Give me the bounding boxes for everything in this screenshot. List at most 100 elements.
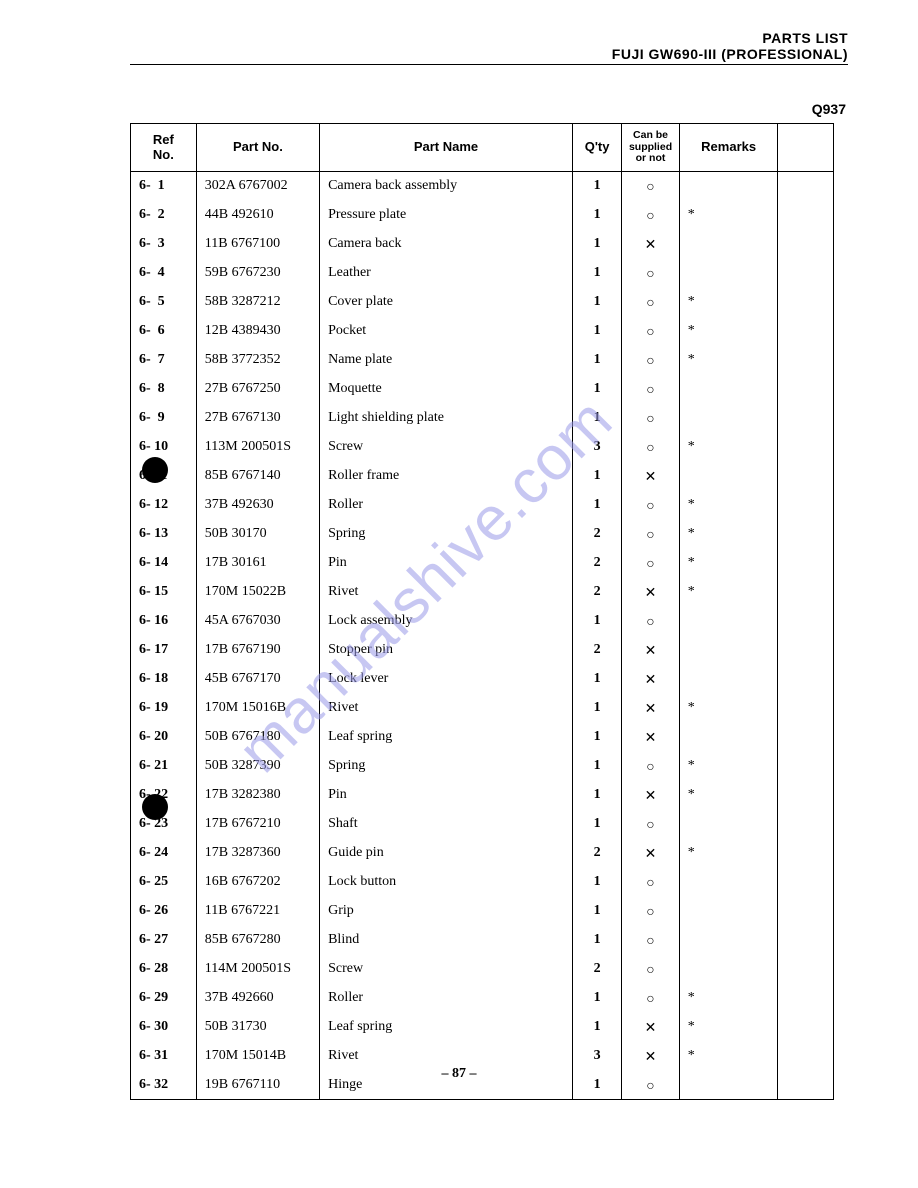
cell-ref: 6- 5 xyxy=(131,288,197,317)
cell-extra xyxy=(778,288,834,317)
table-row: 6- 1845B 6767170Lock lever1✕ xyxy=(131,665,834,694)
cell-partno: 50B 30170 xyxy=(196,520,319,549)
cell-name: Leaf spring xyxy=(320,723,573,752)
cell-qty: 2 xyxy=(572,955,621,984)
cell-partno: 170M 15022B xyxy=(196,578,319,607)
cell-supply: ○ xyxy=(622,433,680,462)
cell-supply: ○ xyxy=(622,926,680,955)
cell-extra xyxy=(778,984,834,1013)
cell-remarks: * xyxy=(679,520,778,549)
table-row: 6- 1302A 6767002Camera back assembly1○ xyxy=(131,172,834,201)
cell-remarks xyxy=(679,607,778,636)
cell-qty: 1 xyxy=(572,317,621,346)
cell-ref: 6- 3 xyxy=(131,230,197,259)
cell-supply: ○ xyxy=(622,868,680,897)
cell-supply: ✕ xyxy=(622,578,680,607)
cell-extra xyxy=(778,810,834,839)
cell-qty: 1 xyxy=(572,375,621,404)
cell-partno: 11B 6767100 xyxy=(196,230,319,259)
cell-remarks: * xyxy=(679,839,778,868)
cell-qty: 1 xyxy=(572,665,621,694)
cell-partno: 37B 492630 xyxy=(196,491,319,520)
cell-remarks: * xyxy=(679,288,778,317)
cell-remarks xyxy=(679,462,778,491)
cell-name: Leather xyxy=(320,259,573,288)
cell-qty: 1 xyxy=(572,868,621,897)
cell-supply: ○ xyxy=(622,984,680,1013)
cell-ref: 6- 10 xyxy=(131,433,197,462)
cell-extra xyxy=(778,375,834,404)
cell-supply: ○ xyxy=(622,897,680,926)
cell-qty: 1 xyxy=(572,346,621,375)
cell-remarks: * xyxy=(679,317,778,346)
cell-supply: ○ xyxy=(622,752,680,781)
cell-name: Roller frame xyxy=(320,462,573,491)
cell-partno: 27B 6767130 xyxy=(196,404,319,433)
cell-name: Spring xyxy=(320,752,573,781)
cell-qty: 1 xyxy=(572,781,621,810)
cell-supply: ✕ xyxy=(622,462,680,491)
cell-qty: 2 xyxy=(572,578,621,607)
cell-remarks xyxy=(679,926,778,955)
cell-partno: 59B 6767230 xyxy=(196,259,319,288)
cell-name: Stopper pin xyxy=(320,636,573,665)
col-header-partno: Part No. xyxy=(196,124,319,172)
cell-supply: ✕ xyxy=(622,665,680,694)
col-header-ref: Ref No. xyxy=(131,124,197,172)
cell-remarks xyxy=(679,897,778,926)
cell-partno: 45B 6767170 xyxy=(196,665,319,694)
cell-remarks xyxy=(679,404,778,433)
table-row: 6- 2937B 492660Roller1○* xyxy=(131,984,834,1013)
cell-remarks xyxy=(679,259,778,288)
page-code: Q937 xyxy=(70,101,846,117)
cell-qty: 1 xyxy=(572,810,621,839)
cell-name: Grip xyxy=(320,897,573,926)
table-row: 6- 2317B 6767210Shaft1○ xyxy=(131,810,834,839)
cell-remarks: * xyxy=(679,491,778,520)
cell-supply: ✕ xyxy=(622,230,680,259)
cell-supply: ○ xyxy=(622,404,680,433)
table-row: 6- 758B 3772352Name plate1○* xyxy=(131,346,834,375)
cell-remarks: * xyxy=(679,984,778,1013)
cell-ref: 6- 24 xyxy=(131,839,197,868)
cell-remarks xyxy=(679,868,778,897)
cell-partno: 11B 6767221 xyxy=(196,897,319,926)
cell-extra xyxy=(778,694,834,723)
cell-partno: 58B 3772352 xyxy=(196,346,319,375)
cell-remarks xyxy=(679,665,778,694)
cell-ref: 6- 19 xyxy=(131,694,197,723)
cell-ref: 6- 16 xyxy=(131,607,197,636)
cell-partno: 17B 30161 xyxy=(196,549,319,578)
cell-qty: 1 xyxy=(572,723,621,752)
cell-ref: 6- 27 xyxy=(131,926,197,955)
cell-qty: 1 xyxy=(572,404,621,433)
cell-qty: 2 xyxy=(572,549,621,578)
page-number: – 87 – xyxy=(70,1066,848,1082)
cell-partno: 50B 3287390 xyxy=(196,752,319,781)
cell-ref: 6- 26 xyxy=(131,897,197,926)
cell-partno: 114M 200501S xyxy=(196,955,319,984)
cell-remarks: * xyxy=(679,1013,778,1042)
cell-extra xyxy=(778,897,834,926)
cell-extra xyxy=(778,723,834,752)
cell-partno: 85B 6767280 xyxy=(196,926,319,955)
cell-extra xyxy=(778,520,834,549)
table-row: 6- 1350B 30170Spring2○* xyxy=(131,520,834,549)
cell-remarks: * xyxy=(679,346,778,375)
cell-extra xyxy=(778,1013,834,1042)
cell-partno: 302A 6767002 xyxy=(196,172,319,201)
cell-remarks: * xyxy=(679,549,778,578)
cell-name: Lock assembly xyxy=(320,607,573,636)
cell-supply: ○ xyxy=(622,955,680,984)
table-row: 6- 1645A 6767030Lock assembly1○ xyxy=(131,607,834,636)
cell-qty: 1 xyxy=(572,288,621,317)
cell-name: Light shielding plate xyxy=(320,404,573,433)
cell-extra xyxy=(778,317,834,346)
cell-qty: 1 xyxy=(572,259,621,288)
table-row: 6- 1237B 492630Roller1○* xyxy=(131,491,834,520)
cell-ref: 6- 1 xyxy=(131,172,197,201)
cell-ref: 6- 14 xyxy=(131,549,197,578)
cell-partno: 16B 6767202 xyxy=(196,868,319,897)
cell-name: Screw xyxy=(320,955,573,984)
cell-name: Name plate xyxy=(320,346,573,375)
